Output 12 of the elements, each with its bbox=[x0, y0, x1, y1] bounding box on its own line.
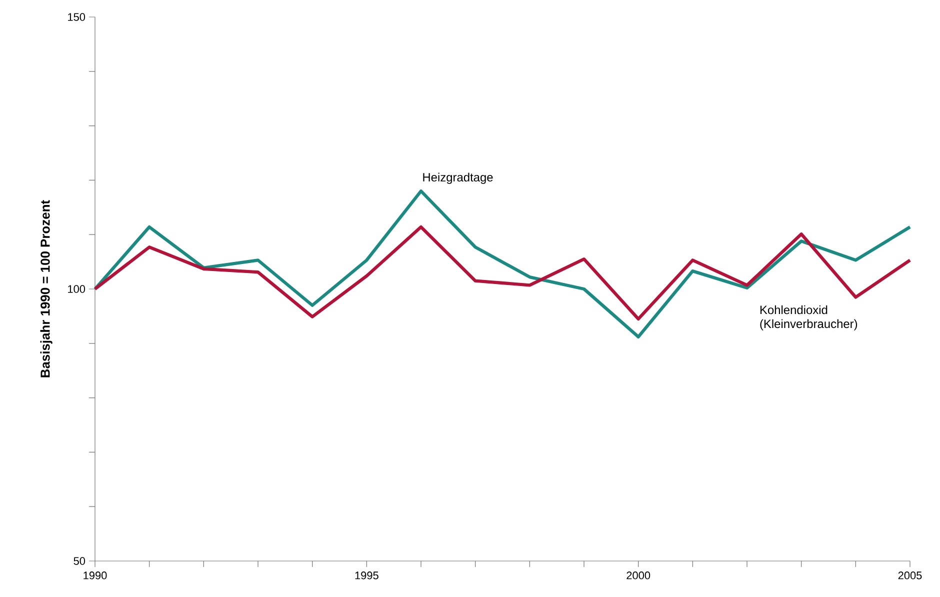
series-label: Kohlendioxid (Kleinverbraucher) bbox=[760, 305, 858, 330]
x-tick-label: 2000 bbox=[626, 572, 650, 580]
line-series bbox=[93, 225, 912, 321]
series-label: Heizgradtage bbox=[423, 172, 493, 184]
x-tick-label: 2005 bbox=[898, 572, 922, 580]
y-tick-label: 50 bbox=[74, 557, 86, 565]
y-axis-title: Basisjahr 1990 = 100 Prozent bbox=[40, 200, 52, 378]
line-series bbox=[93, 189, 912, 338]
x-tick-label: 1995 bbox=[355, 572, 378, 580]
x-tick-label: 1990 bbox=[84, 572, 107, 580]
y-tick-label: 150 bbox=[68, 13, 86, 21]
y-tick-label: 100 bbox=[68, 285, 86, 293]
